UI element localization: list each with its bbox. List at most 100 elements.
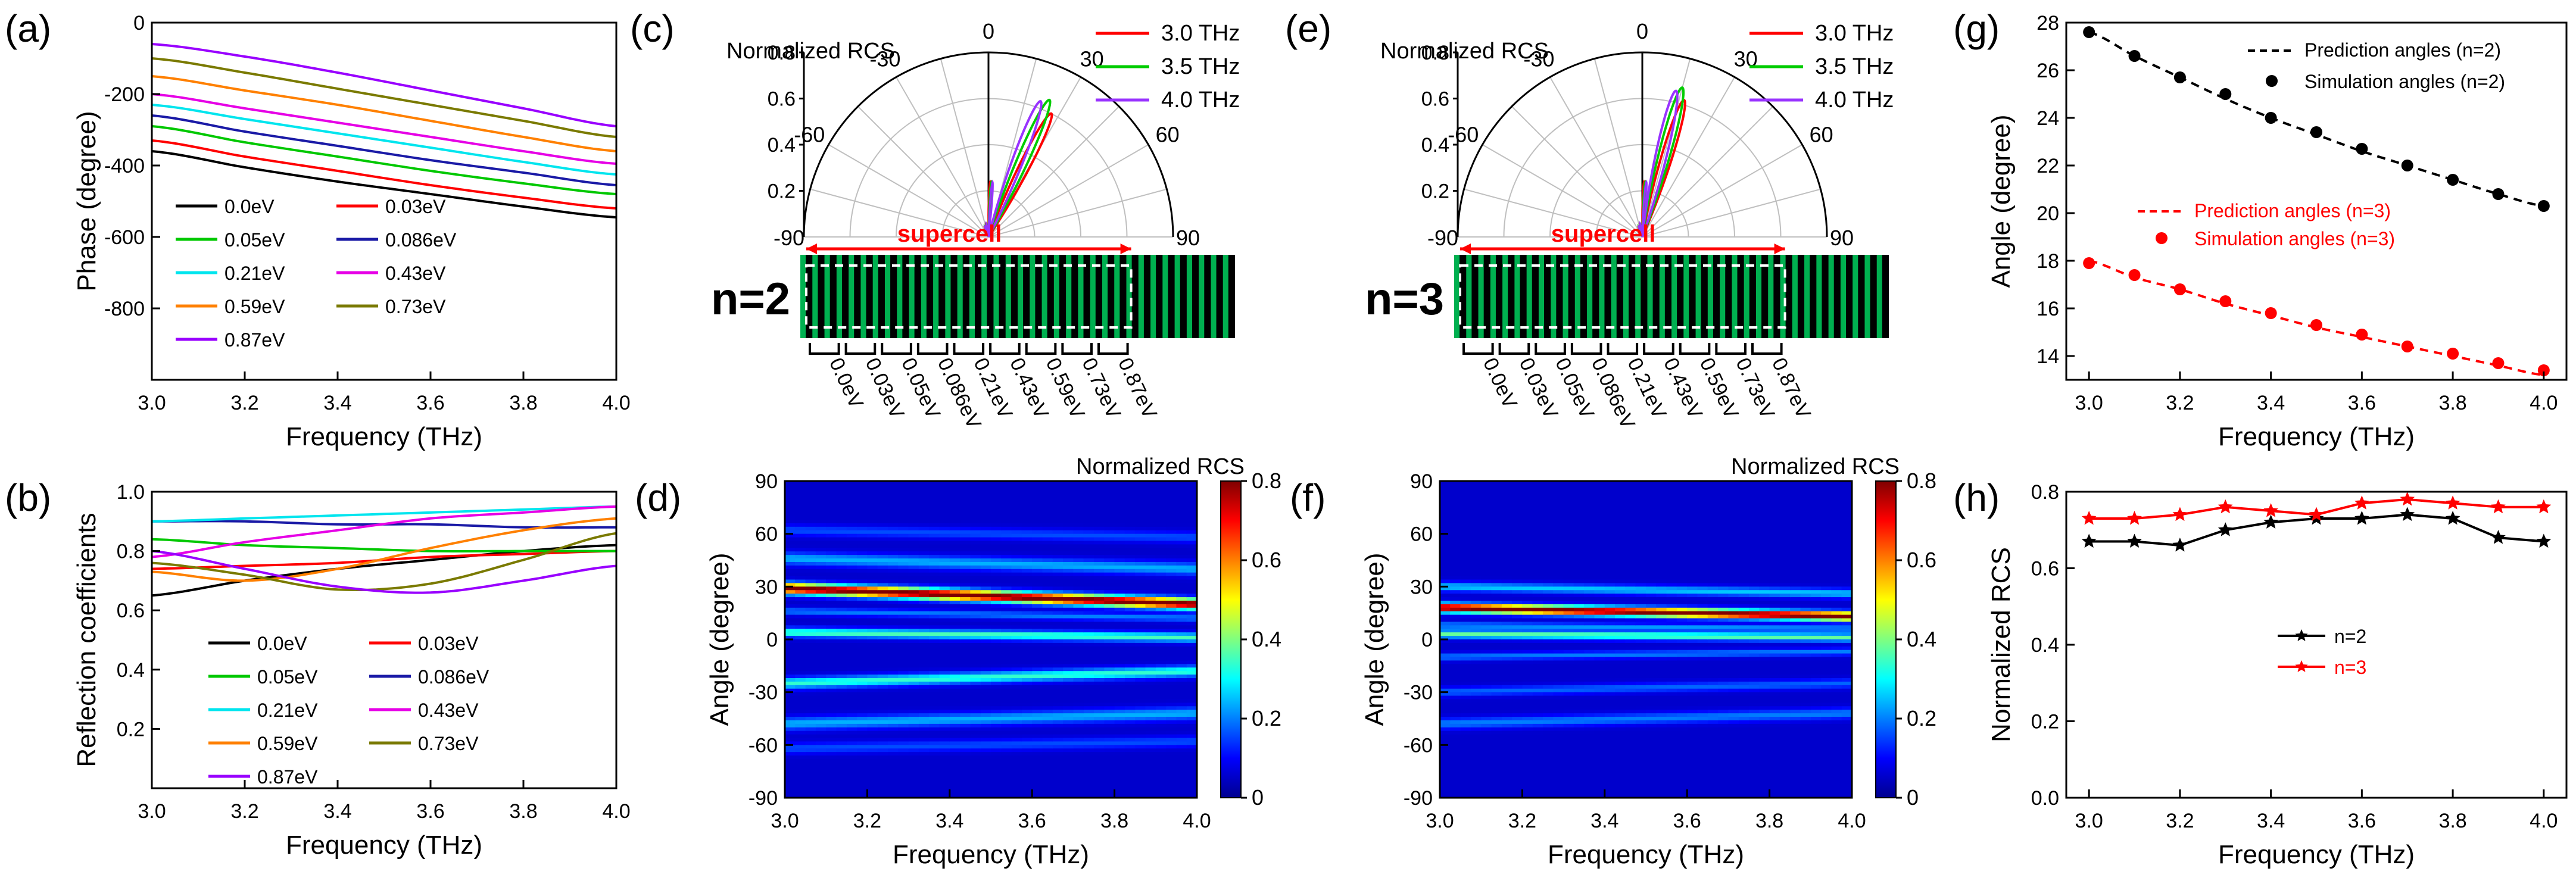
heatmap-cell [805,791,816,795]
heatmap-cell [1512,625,1523,629]
heatmap-cell [1176,646,1187,651]
y-tick-label: 0 [766,629,778,651]
heatmap-cell [815,625,827,629]
heatmap-cell [949,555,960,559]
heatmap-cell [888,583,899,587]
polar-grid-spoke [1642,58,1691,238]
heatmap-cell [1522,653,1533,658]
heatmap-cell [1450,537,1461,542]
heatmap-cell [1094,773,1105,778]
heatmap-cell [960,642,971,647]
heatmap-cell [1032,692,1043,697]
heatmap-cell [1522,685,1533,689]
heatmap-cell [1042,498,1053,503]
heatmap-cell [980,678,991,682]
heatmap-cell [867,671,878,675]
heatmap-cell [836,667,847,672]
heatmap-cell [1094,710,1105,714]
heatmap-cell [1543,748,1554,753]
heatmap-cell [1450,741,1461,745]
heatmap-cell [1522,572,1533,577]
heatmap-cell [1176,745,1187,749]
heatmap-cell [1176,660,1187,664]
heatmap-cell [1450,618,1461,623]
heatmap-cell [805,565,816,570]
heatmap-cell [1522,639,1533,644]
heatmap-cell [1104,607,1115,612]
heatmap-cell [1083,520,1094,524]
heatmap-cell [980,544,991,548]
heatmap-cell [867,675,878,679]
heatmap-cell [826,664,837,668]
heatmap-cell [857,671,868,675]
heatmap-cell [805,685,816,689]
heatmap-cell [1532,783,1543,788]
heatmap-cell [1104,762,1115,767]
heatmap-cell [1063,660,1074,664]
heatmap-cell [1114,520,1125,524]
heatmap-cell [1166,681,1177,686]
heatmap-cell [1001,481,1012,485]
heatmap-cell [1543,699,1554,703]
heatmap-cell [877,748,888,753]
heatmap-cell [1470,594,1482,598]
heatmap-cell [1440,488,1451,492]
heatmap-cell [980,748,991,753]
heatmap-cell [805,783,816,788]
y-tick-label: -600 [104,226,145,249]
heatmap-cell [846,622,857,626]
heatmap-cell [1042,523,1053,527]
heatmap-cell [1440,579,1451,584]
heatmap-cell [888,632,899,636]
r-tick-label: 0.8 [768,42,796,64]
heatmap-cell [970,632,981,636]
heatmap-cell [1470,692,1482,697]
heatmap-cell [1176,572,1187,577]
heatmap-cell [960,523,971,527]
heatmap-cell [1063,791,1074,795]
heatmap-cell [1001,794,1012,798]
heatmap-cell [1052,484,1064,489]
heatmap-cell [1450,572,1461,577]
heatmap-cell [1083,590,1094,594]
heatmap-cell [888,625,899,629]
heatmap-cell [1052,776,1064,781]
heatmap-cell [1491,505,1502,510]
heatmap-cell [1176,481,1187,485]
heatmap-cell [1135,766,1146,770]
heatmap-cell [1166,752,1177,756]
heatmap-cell [1470,523,1482,527]
heatmap-cell [1135,646,1146,651]
heatmap-cell [1166,629,1177,633]
heatmap-cell [1440,622,1451,626]
heatmap-cell [1135,502,1146,506]
heatmap-cell [1135,516,1146,520]
heatmap-cell [929,555,940,559]
heatmap-cell [1021,653,1033,658]
heatmap-cell [1522,594,1533,598]
heatmap-cell [1124,702,1136,707]
heatmap-cell [1063,611,1074,616]
heatmap-cell [1512,653,1523,658]
heatmap-cell [1470,520,1482,524]
heatmap-cell [877,699,888,703]
heatmap-cell [867,636,878,640]
heatmap-cell [795,516,806,520]
heatmap-cell [1073,738,1084,742]
heatmap-cell [1073,576,1084,580]
heatmap-cell [1512,734,1523,739]
heatmap-cell [939,664,950,668]
polar-side-lobe [987,179,994,238]
heatmap-cell [1543,541,1554,545]
heatmap-cell [1481,600,1492,605]
heatmap-cell [1135,614,1146,619]
heatmap-cell [826,685,837,689]
heatmap-cell [1501,769,1512,774]
heatmap-cell [1021,791,1033,795]
heatmap-cell [1145,783,1156,788]
heatmap-cell [1440,671,1451,675]
heatmap-cell [1001,625,1012,629]
heatmap-cell [908,558,919,563]
heatmap-cell [1011,738,1022,742]
heatmap-cell [1042,561,1053,566]
